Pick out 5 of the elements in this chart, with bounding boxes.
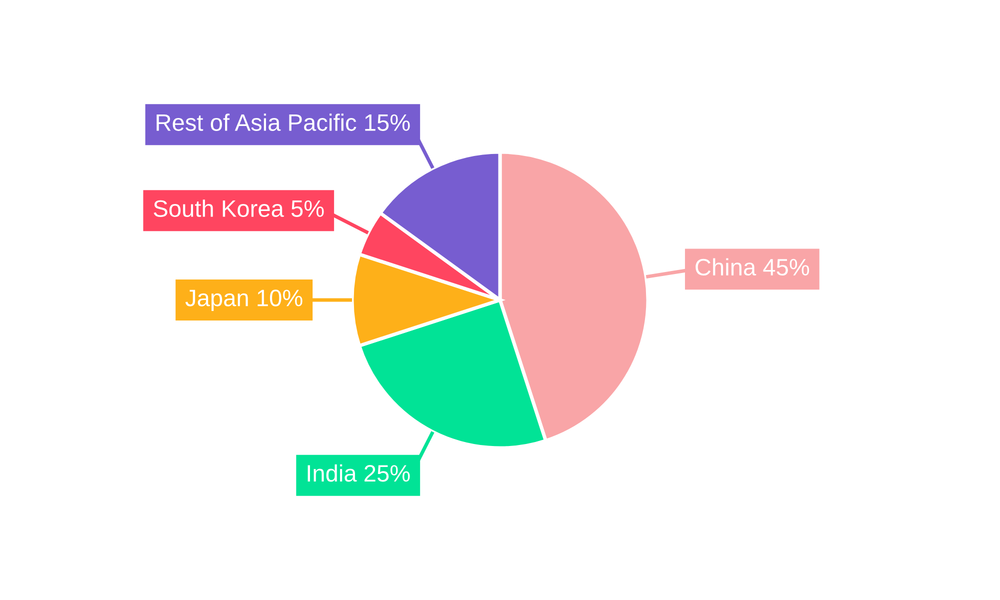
- slice-label: South Korea 5%: [154, 200, 324, 217]
- slice-label: Japan 10%: [185, 290, 302, 312]
- slice-label: Rest of Asia Pacific 15%: [156, 114, 410, 131]
- slice-label: China 45%: [696, 258, 810, 276]
- slice-label: India 25%: [308, 464, 410, 482]
